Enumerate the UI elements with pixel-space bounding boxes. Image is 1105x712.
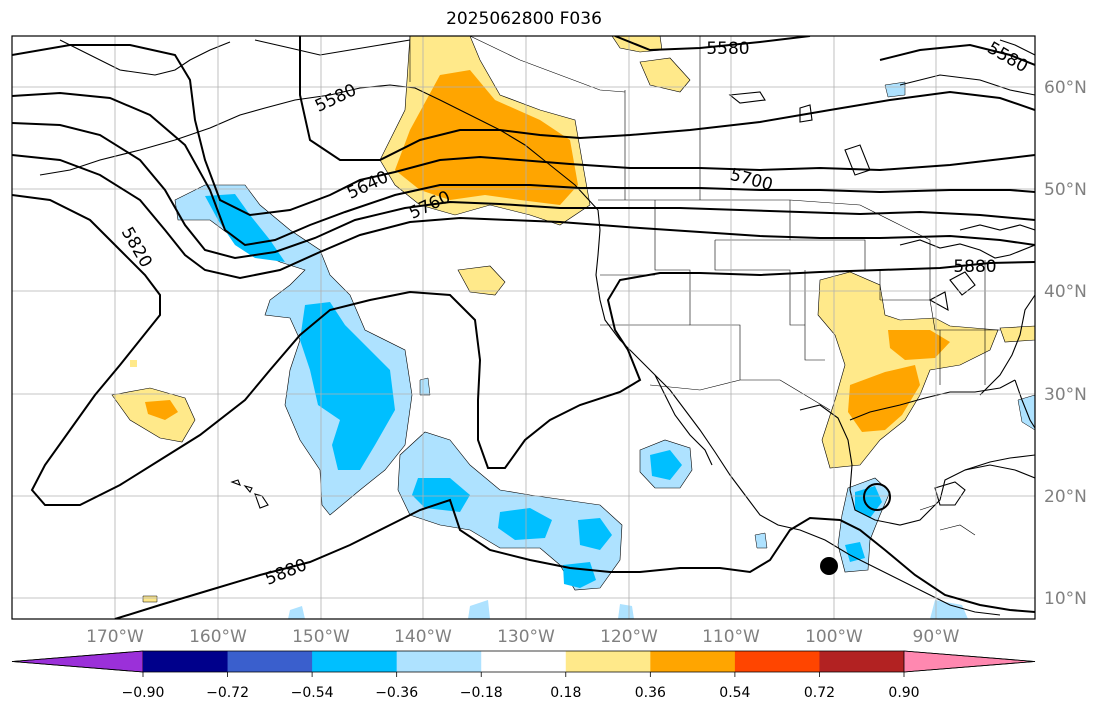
political-borders bbox=[409, 36, 1000, 536]
colorbar-cell bbox=[312, 651, 398, 672]
lon-tick-label: 150°W bbox=[292, 627, 350, 647]
colorbar-cell bbox=[565, 651, 651, 672]
contour-label: 5880 bbox=[953, 257, 996, 277]
colorbar-cell bbox=[650, 651, 736, 672]
negative-anomaly-shading bbox=[174, 81, 1035, 619]
colorbar-tick-label: −0.18 bbox=[460, 685, 503, 701]
positive-anomaly-shading bbox=[111, 36, 1035, 603]
colorbar-extend-max bbox=[903, 650, 1036, 673]
lat-tick-label: 20°N bbox=[1044, 487, 1087, 507]
colorbar-cell bbox=[819, 651, 905, 672]
colorbar-tick-label: 0.36 bbox=[635, 685, 666, 701]
colorbar-cell bbox=[734, 651, 820, 672]
lon-tick-label: 110°W bbox=[702, 627, 760, 647]
colorbar-tick-label: 0.90 bbox=[888, 685, 919, 701]
map-area: 5580 5580 5580 5640 5700 5760 5820 5880 … bbox=[12, 36, 1035, 619]
map-title: 2025062800 F036 bbox=[446, 9, 602, 29]
colorbar-cell bbox=[396, 651, 482, 672]
lat-tick-label: 60°N bbox=[1044, 78, 1087, 98]
lat-tick-label: 40°N bbox=[1044, 282, 1087, 302]
colorbar-tick-label: −0.72 bbox=[206, 685, 249, 701]
longitude-labels: 170°W 160°W 150°W 140°W 130°W 120°W 110°… bbox=[86, 627, 960, 647]
height-contours bbox=[12, 36, 1035, 619]
colorbar-tick-label: 0.54 bbox=[719, 685, 750, 701]
colorbar-tick-label: −0.36 bbox=[375, 685, 418, 701]
black-dot-marker bbox=[820, 557, 838, 575]
lon-tick-label: 140°W bbox=[394, 627, 452, 647]
gridlines bbox=[12, 36, 1035, 619]
lat-tick-label: 30°N bbox=[1044, 385, 1087, 405]
colorbar-tick-label: 0.72 bbox=[804, 685, 835, 701]
lon-tick-label: 90°W bbox=[913, 627, 960, 647]
colorbar-tick-label: −0.90 bbox=[122, 685, 165, 701]
colorbar-cell bbox=[143, 651, 229, 672]
coastlines bbox=[39, 39, 1035, 616]
latitude-labels: 60°N 50°N 40°N 30°N 20°N 10°N bbox=[1044, 78, 1087, 609]
colorbar: −0.90 −0.72 −0.54 −0.36 −0.18 0.18 0.36 0.54 0.7… bbox=[11, 650, 1036, 701]
colorbar-extend-min bbox=[11, 650, 144, 673]
contour-label: 5580 bbox=[706, 39, 749, 59]
colorbar-tick-label: −0.54 bbox=[291, 685, 334, 701]
colorbar-tick-label: 0.18 bbox=[550, 685, 581, 701]
lat-tick-label: 50°N bbox=[1044, 180, 1087, 200]
map-frame bbox=[11, 35, 1036, 620]
colorbar-cell bbox=[227, 651, 313, 672]
lat-tick-label: 10°N bbox=[1044, 589, 1087, 609]
lon-tick-label: 120°W bbox=[600, 627, 658, 647]
colorbar-cell bbox=[481, 651, 567, 672]
lon-tick-label: 100°W bbox=[805, 627, 863, 647]
lon-tick-label: 170°W bbox=[86, 627, 144, 647]
lon-tick-label: 130°W bbox=[497, 627, 555, 647]
lon-tick-label: 160°W bbox=[189, 627, 247, 647]
